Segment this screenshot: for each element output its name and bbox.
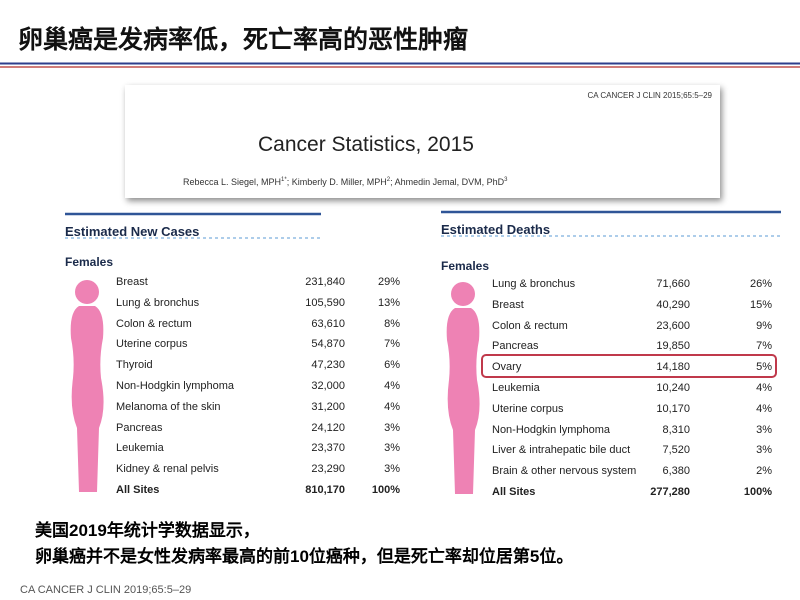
cancer-site: All Sites <box>116 484 160 496</box>
author-affiliation: 2 <box>386 177 391 183</box>
cancer-site: Pancreas <box>492 340 539 353</box>
cancer-site: Non-Hodgkin lymphoma <box>116 380 234 392</box>
cancer-site: Liver & intrahepatic bile duct <box>492 444 631 457</box>
case-count: 23,600 <box>656 319 690 332</box>
highlight-outline <box>481 354 777 378</box>
table-title: Estimated Deaths <box>441 222 551 237</box>
cancer-site: Breast <box>116 276 148 288</box>
cancer-site: Melanoma of the skin <box>116 400 221 413</box>
percentage: 3% <box>756 444 772 457</box>
paper-header: CA CANCER J CLIN 2015;65:5–29 Cancer Sta… <box>125 85 720 198</box>
table-rules <box>65 212 321 239</box>
icon-body <box>70 306 104 492</box>
icon-head <box>75 280 99 304</box>
percentage: 4% <box>384 380 400 392</box>
percentage: 7% <box>384 338 400 351</box>
case-count: 8,310 <box>662 423 690 436</box>
case-count: 810,170 <box>305 484 345 496</box>
cancer-site: Brain & other nervous system <box>492 465 637 478</box>
percentage: 3% <box>384 442 400 455</box>
case-count: 105,590 <box>305 296 345 309</box>
case-count: 277,280 <box>650 486 690 498</box>
author-name: Rebecca L. Siegel, MPH <box>183 177 282 187</box>
percentage: 13% <box>377 296 400 309</box>
cancer-site: Uterine corpus <box>492 402 564 415</box>
cancer-site: All Sites <box>492 486 536 498</box>
percentage: 4% <box>384 400 400 413</box>
title-rule <box>0 62 800 68</box>
case-count: 47,230 <box>311 359 345 372</box>
paper-citation: CA CANCER J CLIN 2015;65:5–29 <box>587 91 712 100</box>
author-name: Kimberly D. Miller, MPH <box>291 177 387 187</box>
paper-title: Cancer Statistics, 2015 <box>258 133 474 156</box>
case-count: 32,000 <box>311 380 345 392</box>
percentage: 100% <box>743 486 772 498</box>
cancer-site: Leukemia <box>492 382 540 394</box>
cancer-site: Thyroid <box>116 359 153 372</box>
percentage: 3% <box>384 463 400 476</box>
percentage: 3% <box>756 423 772 436</box>
highlight-box <box>481 354 777 378</box>
slide-title: 卵巢癌是发病率低，死亡率高的恶性肿瘤 <box>18 26 469 54</box>
percentage: 8% <box>384 317 400 330</box>
percentage: 3% <box>384 421 400 434</box>
case-count: 14,180 <box>656 361 690 374</box>
percentage: 26% <box>749 278 772 290</box>
summary: 美国2019年统计学数据显示， 卵巢癌并不是女性发病率最高的前10位癌种，但是死… <box>35 518 573 570</box>
cancer-site: Pancreas <box>116 421 163 434</box>
icon-head <box>451 282 475 306</box>
group-label: Females <box>65 255 114 269</box>
author-name: Ahmedin Jemal, DVM, PhD <box>394 177 505 187</box>
cancer-site: Kidney & renal pelvis <box>116 463 219 476</box>
percentage: 15% <box>749 298 772 311</box>
cancer-site: Leukemia <box>116 442 164 455</box>
author-affiliation: 3 <box>504 177 508 183</box>
percentage: 2% <box>756 465 772 478</box>
percentage: 4% <box>756 382 772 394</box>
table-title: Estimated New Cases <box>65 224 200 239</box>
case-count: 24,120 <box>311 421 345 434</box>
footer-citation: CA CANCER J CLIN 2019;65:5–29 <box>20 584 192 596</box>
percentage: 5% <box>756 361 772 374</box>
percentage: 4% <box>756 402 772 415</box>
percentage: 6% <box>384 359 400 372</box>
icon-body <box>446 308 480 494</box>
case-count: 54,870 <box>311 338 345 351</box>
summary-line: 卵巢癌并不是女性发病率最高的前10位癌种，但是死亡率却位居第5位。 <box>35 547 574 566</box>
percentage: 7% <box>756 340 772 353</box>
cancer-site: Breast <box>492 298 524 311</box>
separator: ; <box>286 177 292 187</box>
percentage: 29% <box>377 276 400 288</box>
case-count: 10,240 <box>656 382 690 394</box>
case-count: 10,170 <box>656 402 690 415</box>
cancer-site: Colon & rectum <box>492 319 568 332</box>
percentage: 9% <box>756 319 772 332</box>
case-count: 231,840 <box>305 276 345 288</box>
table-rules <box>441 210 781 237</box>
female-icon <box>446 282 480 494</box>
case-count: 19,850 <box>656 340 690 353</box>
summary-line: 美国2019年统计学数据显示， <box>35 521 260 540</box>
author-affiliation: 1* <box>281 177 287 183</box>
cancer-site: Non-Hodgkin lymphoma <box>492 423 610 436</box>
separator: ; <box>390 177 395 187</box>
cancer-site: Lung & bronchus <box>116 296 200 309</box>
case-count: 31,200 <box>311 400 345 413</box>
case-count: 6,380 <box>662 465 690 478</box>
cancer-site: Uterine corpus <box>116 338 188 351</box>
cancer-site: Lung & bronchus <box>492 278 576 290</box>
cancer-site: Ovary <box>492 361 522 374</box>
paper-authors: Rebecca L. Siegel, MPH1*; Kimberly D. Mi… <box>183 177 508 187</box>
case-count: 40,290 <box>656 298 690 311</box>
cancer-site: Colon & rectum <box>116 317 192 330</box>
case-count: 23,290 <box>311 463 345 476</box>
group-label: Females <box>441 259 490 273</box>
case-count: 7,520 <box>662 444 690 457</box>
female-icon <box>70 280 104 492</box>
case-count: 71,660 <box>656 278 690 290</box>
case-count: 63,610 <box>311 317 345 330</box>
percentage: 100% <box>371 484 400 496</box>
case-count: 23,370 <box>311 442 345 455</box>
